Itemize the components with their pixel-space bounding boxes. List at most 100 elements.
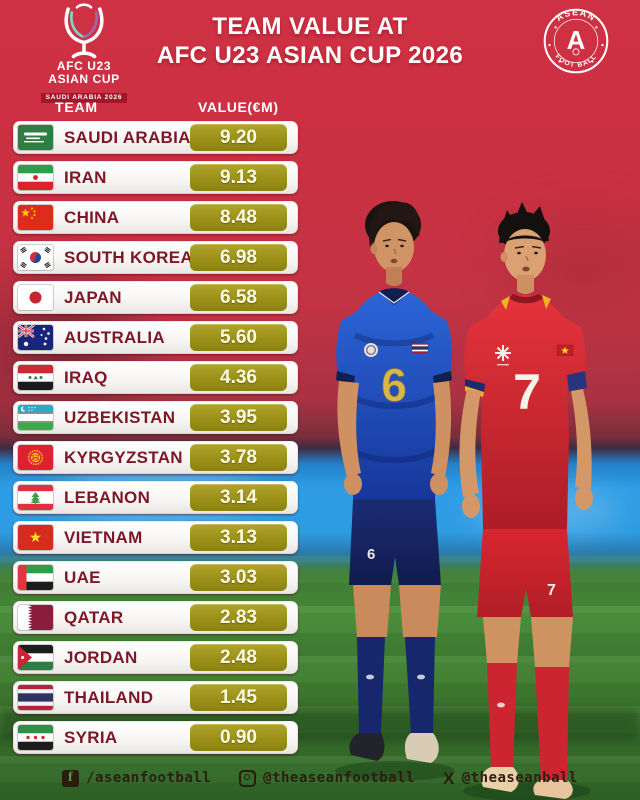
thailand-crest xyxy=(364,343,378,357)
team-value: 3.13 xyxy=(190,524,287,551)
team-name: AUSTRALIA xyxy=(64,327,165,347)
player-red-vietnam: 7 7 xyxy=(459,202,593,799)
team-value: 3.03 xyxy=(190,564,287,591)
thailand-flag-patch xyxy=(411,342,429,354)
table-row: IRAQ 4.36 xyxy=(13,361,298,394)
facebook-handle-group: f /aseanfootball xyxy=(62,769,212,787)
player-shadow xyxy=(335,761,455,781)
column-header-value: VALUE(€M) xyxy=(198,99,279,115)
table-row: QATAR 2.83 xyxy=(13,601,298,634)
team-value: 6.98 xyxy=(190,244,287,271)
team-name: QATAR xyxy=(64,607,124,627)
team-name: KYRGYZSTAN xyxy=(64,447,183,467)
captain-armband xyxy=(567,371,587,392)
table-row: CHINA 8.48 xyxy=(13,201,298,234)
table-row: JAPAN 6.58 xyxy=(13,281,298,314)
team-name: IRAN xyxy=(64,167,107,187)
table-row: SOUTH KOREA 6.98 xyxy=(13,241,298,274)
table-row: VIETNAM 3.13 xyxy=(13,521,298,554)
team-value: 2.48 xyxy=(190,644,287,671)
south-korea-flag-icon xyxy=(18,245,53,270)
asean-football-logo: ASEAN FOOT BALL A xyxy=(543,7,609,74)
team-value: 0.90 xyxy=(190,724,287,751)
column-header-team: TEAM xyxy=(55,99,98,115)
team-name: UZBEKISTAN xyxy=(64,407,176,427)
player-blue-thailand: 6 6 xyxy=(336,201,452,763)
table-row: SAUDI ARABIA 9.20 xyxy=(13,121,298,154)
social-footer: f /aseanfootball @theaseanfootball X @th… xyxy=(0,762,640,794)
australia-flag-icon xyxy=(18,325,53,350)
facebook-icon: f xyxy=(62,769,80,787)
iraq-flag-icon xyxy=(18,365,53,390)
afc-trophy-icon xyxy=(64,3,104,59)
table-row: LEBANON 3.14 xyxy=(13,481,298,514)
red-shorts-number: 7 xyxy=(547,582,556,599)
team-name: SYRIA xyxy=(64,727,118,747)
afc-logo-line2: ASIAN CUP xyxy=(48,72,120,86)
vietnam-crest xyxy=(495,345,511,366)
afc-logo-badge: SAUDI ARABIA 2026 xyxy=(40,92,128,103)
blue-jersey-number: 6 xyxy=(381,359,407,411)
qatar-flag-icon xyxy=(18,605,53,630)
vietnam-flag-patch xyxy=(556,344,574,356)
asean-logo-top-text: ASEAN xyxy=(554,7,596,23)
afc-logo-line1: AFC U23 xyxy=(56,59,112,73)
team-value: 3.14 xyxy=(190,484,287,511)
logo-stars xyxy=(548,26,604,63)
table-row: KYRGYZSTAN 3.78 xyxy=(13,441,298,474)
uae-flag-icon xyxy=(18,565,53,590)
team-value: 6.58 xyxy=(190,284,287,311)
saudi-arabia-flag-icon xyxy=(18,125,53,150)
team-value: 9.13 xyxy=(190,164,287,191)
table-row: SYRIA 0.90 xyxy=(13,721,298,754)
team-name: CHINA xyxy=(64,207,120,227)
team-name: UAE xyxy=(64,567,101,587)
team-name: THAILAND xyxy=(64,687,154,707)
team-name: SAUDI ARABIA xyxy=(64,127,191,147)
players-photo: 6 6 xyxy=(335,201,593,800)
syria-flag-icon xyxy=(18,725,53,750)
team-value: 9.20 xyxy=(190,124,287,151)
instagram-icon xyxy=(239,769,257,787)
title-line-2: AFC U23 ASIAN CUP 2026 xyxy=(156,42,464,69)
instagram-handle[interactable]: @theaseanfootball xyxy=(263,770,415,786)
facebook-handle[interactable]: /aseanfootball xyxy=(86,770,212,786)
vietnam-flag-icon xyxy=(18,525,53,550)
team-name: VIETNAM xyxy=(64,527,143,547)
afc-u23-logo: AFC U23 ASIAN CUP SAUDI ARABIA 2026 xyxy=(28,2,140,104)
football-icon xyxy=(572,48,580,56)
blue-shorts-number: 6 xyxy=(367,546,375,563)
lebanon-flag-icon xyxy=(18,485,53,510)
team-value: 2.83 xyxy=(190,604,287,631)
thailand-flag-icon xyxy=(18,685,53,710)
table-row: JORDAN 2.48 xyxy=(13,641,298,674)
page-title: TEAM VALUE AT AFC U23 ASIAN CUP 2026 xyxy=(140,12,480,70)
table-row: THAILAND 1.45 xyxy=(13,681,298,714)
table-row: AUSTRALIA 5.60 xyxy=(13,321,298,354)
team-name: SOUTH KOREA xyxy=(64,247,193,267)
kyrgyzstan-flag-icon xyxy=(18,445,53,470)
x-handle-group: X @theaseanball xyxy=(443,770,578,787)
table-row: UZBEKISTAN 3.95 xyxy=(13,401,298,434)
team-value: 1.45 xyxy=(190,684,287,711)
team-value: 3.95 xyxy=(190,404,287,431)
japan-flag-icon xyxy=(18,285,53,310)
table-row: UAE 3.03 xyxy=(13,561,298,594)
jordan-flag-icon xyxy=(18,645,53,670)
team-name: JORDAN xyxy=(64,647,138,667)
red-jersey-number: 7 xyxy=(513,364,541,420)
team-value: 4.36 xyxy=(190,364,287,391)
x-icon: X xyxy=(442,768,455,788)
title-line-1: TEAM VALUE AT xyxy=(212,13,408,40)
asean-logo-letter: A xyxy=(567,27,586,55)
team-value: 8.48 xyxy=(190,204,287,231)
team-name: IRAQ xyxy=(64,367,108,387)
x-handle[interactable]: @theaseanball xyxy=(461,770,578,786)
table-row: IRAN 9.13 xyxy=(13,161,298,194)
team-name: LEBANON xyxy=(64,487,151,507)
team-value-table: SAUDI ARABIA 9.20 IRAN 9.13 CHINA 8.48 S… xyxy=(13,121,298,761)
uzbekistan-flag-icon xyxy=(18,405,53,430)
iran-flag-icon xyxy=(18,165,53,190)
team-value: 5.60 xyxy=(190,324,287,351)
